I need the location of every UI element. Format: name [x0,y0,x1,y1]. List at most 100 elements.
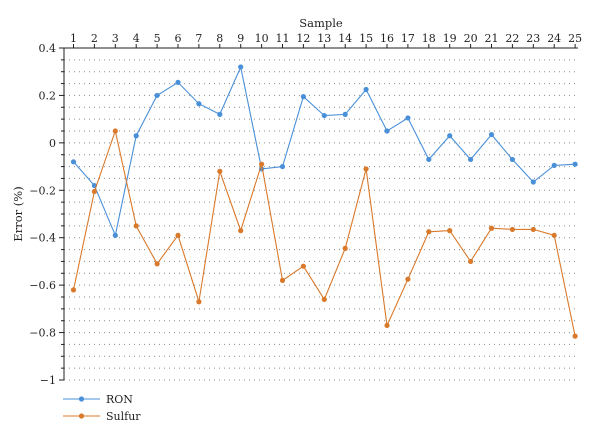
legend-label: Sulfur [106,410,141,423]
data-point [321,112,327,119]
y-tick-label: −0.2 [29,184,56,197]
x-tick-label: 22 [505,32,519,45]
data-point [530,179,536,185]
data-point [509,156,515,163]
data-point [238,228,244,234]
data-point [133,133,139,139]
x-tick-label: 6 [175,32,182,45]
x-tick-label: 15 [359,32,373,45]
y-tick-label: 0.2 [39,89,57,102]
data-point [405,115,411,121]
x-tick-label: 13 [317,32,331,45]
axes [59,44,578,381]
x-tick-label: 1 [70,32,77,45]
x-tick-label: 4 [133,32,140,45]
series-line [73,65,576,238]
data-point [91,188,97,195]
data-point [488,225,495,231]
x-tick-labels: 1 2 3 4 5 6 7 8 9 10 11 12 13 14 15 16 17 18 19 20 21 22 23 24 2… [70,32,582,45]
data-point [572,333,578,339]
data-point [196,299,202,305]
y-tick-label: 0.4 [39,42,57,55]
data-point [217,168,223,174]
data-point [551,232,557,238]
x-tick-label: 2 [91,32,98,45]
y-tick-label: −0.8 [29,327,56,340]
x-tick-label: 25 [568,32,582,45]
data-point [112,232,118,238]
data-point [321,296,327,302]
x-axis-title: Sample [299,16,343,30]
data-point [551,162,557,168]
data-point [259,161,265,167]
y-axis-title: Error (%) [11,186,25,241]
x-tick-label: 5 [154,32,161,45]
legend-label: RON [106,393,133,406]
data-point [572,161,578,167]
data-point [279,163,286,170]
x-tick-label: 7 [195,32,202,45]
data-point [509,226,515,233]
data-point [468,156,474,163]
y-tick-label: −1 [40,374,56,387]
x-tick-label: 20 [464,32,478,45]
legend: RON Sulfur [63,393,141,423]
grid [64,47,578,381]
data-point [384,322,390,329]
data-point [447,133,453,139]
data-point [363,86,369,93]
data-point [70,159,77,165]
data-point [384,128,390,134]
data-point [133,223,139,229]
x-tick-label: 11 [276,32,290,45]
data-point [342,245,348,251]
x-tick-label: 21 [485,32,499,45]
data-point [217,111,223,117]
series-ron [70,64,578,238]
x-tick-label: 24 [547,32,561,45]
x-tick-label: 18 [422,32,436,45]
data-point [175,79,181,85]
data-point [468,258,474,265]
data-point [196,101,202,107]
x-tick-label: 16 [380,32,394,45]
x-tick-label: 17 [401,32,415,45]
data-point [300,94,306,100]
x-tick-label: 14 [338,32,352,45]
data-point [154,92,160,99]
series-sulfur [70,128,578,339]
y-tick-label: −0.6 [29,279,56,292]
y-tick-labels: 0.4 0.2 0 −0.2 −0.4 −0.6 −0.8 −1 [29,42,56,387]
x-tick-label: 19 [443,32,457,45]
y-tick-label: 0 [49,137,56,150]
data-point [488,131,495,138]
data-point [426,229,432,235]
data-point [300,263,306,269]
series-line [72,128,576,337]
x-tick-label: 23 [526,32,540,45]
x-tick-label: 3 [112,32,119,45]
data-point [175,232,181,238]
x-tick-label: 9 [237,32,244,45]
data-point [405,276,411,282]
data-point [447,228,453,234]
data-point [112,128,118,134]
x-tick-label: 10 [255,32,269,45]
legend-marker [78,413,85,419]
x-tick-label: 12 [296,32,310,45]
data-point [279,277,286,283]
data-point [363,166,369,172]
series-group [70,64,578,339]
data-point [530,226,536,233]
data-point [238,64,244,70]
y-tick-label: −0.4 [29,232,56,245]
legend-marker [78,396,85,402]
data-point [154,261,160,267]
legend-item: RON [63,393,133,406]
legend-item: Sulfur [63,410,141,423]
data-point [342,111,348,117]
data-point [426,156,432,163]
data-point [70,287,77,293]
x-tick-label: 8 [216,32,223,45]
